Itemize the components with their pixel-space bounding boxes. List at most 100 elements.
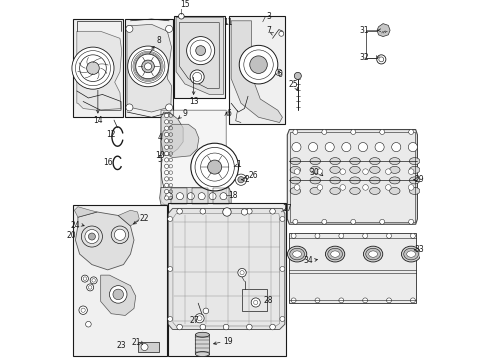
Circle shape [294,169,299,175]
Circle shape [200,324,205,330]
Ellipse shape [401,246,420,262]
Text: 29: 29 [413,175,423,184]
Text: 19: 19 [223,337,232,346]
Circle shape [290,233,295,238]
Ellipse shape [329,188,340,194]
Circle shape [223,324,228,330]
Circle shape [142,60,154,73]
Ellipse shape [289,248,304,260]
Circle shape [391,143,400,152]
Circle shape [165,25,172,32]
Circle shape [408,219,413,224]
Circle shape [86,284,94,291]
Text: 7: 7 [266,26,271,35]
Circle shape [379,130,384,134]
Ellipse shape [289,188,300,194]
Ellipse shape [406,251,415,257]
Circle shape [409,298,414,303]
Circle shape [278,31,283,36]
Bar [289,132,414,222]
Polygon shape [75,212,134,270]
Bar [168,203,285,356]
Circle shape [292,219,297,224]
Circle shape [316,169,322,175]
Circle shape [291,143,300,152]
Ellipse shape [369,158,379,165]
Text: 14: 14 [93,116,102,125]
Ellipse shape [403,248,418,260]
Circle shape [385,185,390,190]
Text: 24: 24 [70,221,80,230]
Polygon shape [195,335,209,355]
Text: 3: 3 [266,12,271,21]
Circle shape [237,269,246,277]
Ellipse shape [329,158,340,165]
Circle shape [164,113,168,118]
Circle shape [209,193,216,200]
Circle shape [79,306,87,314]
Ellipse shape [292,251,301,257]
Circle shape [385,169,390,175]
Circle shape [178,13,184,19]
Text: 6: 6 [226,109,231,118]
Ellipse shape [363,246,382,262]
Text: 27: 27 [189,316,199,325]
Ellipse shape [389,166,399,174]
Circle shape [167,266,172,271]
Circle shape [350,219,355,224]
Text: 18: 18 [228,191,238,200]
Ellipse shape [369,166,379,174]
Circle shape [350,130,355,134]
Circle shape [200,208,205,214]
Ellipse shape [389,188,399,194]
Circle shape [81,226,102,247]
Circle shape [321,130,326,134]
Ellipse shape [349,158,360,165]
Text: 17: 17 [281,204,291,213]
Circle shape [141,343,148,351]
Circle shape [164,145,168,149]
Circle shape [251,298,260,307]
Circle shape [127,46,168,87]
Text: 34: 34 [303,256,313,265]
Circle shape [241,209,247,215]
Polygon shape [127,24,171,112]
Circle shape [164,177,168,181]
Circle shape [325,143,334,152]
Circle shape [269,324,275,330]
Text: 16: 16 [103,158,113,167]
Ellipse shape [327,248,342,260]
Circle shape [164,126,168,130]
Ellipse shape [369,188,379,194]
Ellipse shape [309,166,320,174]
Polygon shape [176,17,223,94]
Text: 4: 4 [157,133,162,142]
Ellipse shape [408,188,419,194]
Bar [73,19,123,117]
Circle shape [176,193,183,200]
Circle shape [386,298,391,303]
Circle shape [90,277,97,284]
Text: 20: 20 [66,231,76,240]
Circle shape [86,62,99,75]
Bar [73,205,166,356]
Ellipse shape [389,177,399,184]
Circle shape [341,143,350,152]
Circle shape [407,169,413,175]
Circle shape [190,143,238,191]
Polygon shape [74,207,97,217]
Text: 30: 30 [309,168,319,177]
Ellipse shape [289,166,300,174]
Circle shape [167,316,172,321]
Polygon shape [101,275,136,315]
Bar [137,342,158,352]
Circle shape [164,189,168,194]
Circle shape [308,143,317,152]
Circle shape [190,70,204,84]
Ellipse shape [329,177,340,184]
Text: 9: 9 [182,109,187,118]
Circle shape [321,219,326,224]
Circle shape [279,266,284,271]
Ellipse shape [408,166,419,174]
Text: 21: 21 [131,338,141,347]
